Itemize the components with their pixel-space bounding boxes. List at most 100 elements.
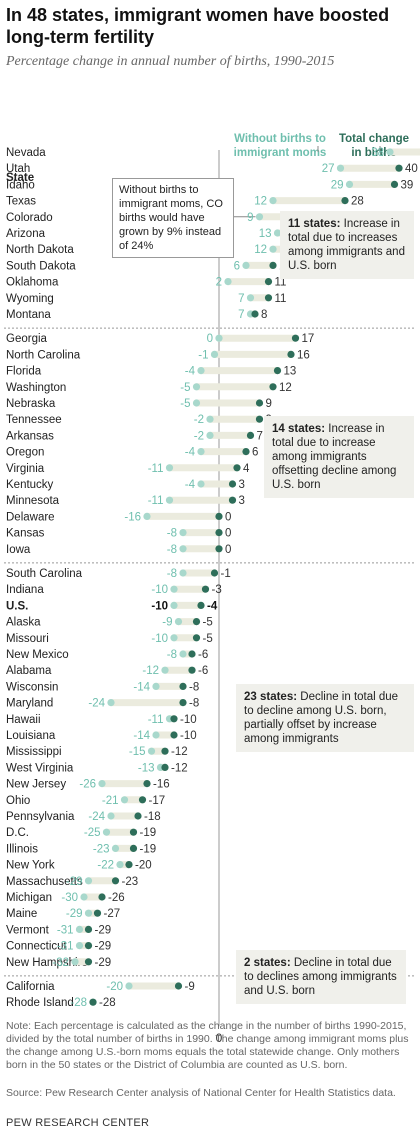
total-dot — [188, 666, 196, 674]
chart-title: In 48 states, immigrant women have boost… — [6, 5, 390, 47]
chart-subtitle: Percentage change in annual number of bi… — [6, 54, 335, 69]
without-value-label: -13 — [138, 762, 155, 774]
without-value-label: -16 — [124, 511, 141, 523]
state-label: Florida — [6, 366, 42, 378]
without-dot — [116, 861, 124, 869]
total-dot — [84, 958, 93, 966]
without-value-label: -10 — [151, 600, 168, 612]
group-note-3-bold: 23 states: — [244, 691, 298, 703]
state-label: California — [6, 981, 55, 993]
group-note-4-bold: 2 states: — [244, 957, 291, 969]
total-value-label: -8 — [189, 698, 199, 710]
state-column-header: State — [6, 172, 35, 184]
without-dot — [170, 601, 178, 610]
state-label: Oregon — [6, 447, 44, 459]
total-value-label: 3 — [239, 495, 245, 507]
state-label: Arkansas — [6, 430, 54, 442]
state-label: Vermont — [6, 924, 50, 936]
total-value-label: -28 — [99, 997, 116, 1009]
total-value-label: 9 — [266, 398, 272, 410]
state-label: Kansas — [6, 528, 45, 540]
group-note-2: 14 states: Increase in total due to incr… — [264, 416, 414, 498]
state-label: Pennsylvania — [6, 811, 75, 823]
state-label: Minnesota — [6, 495, 60, 507]
total-value-label: -5 — [203, 617, 213, 629]
without-dot — [197, 367, 205, 375]
total-dot — [291, 334, 300, 342]
without-dot — [269, 245, 277, 253]
total-dot — [273, 367, 282, 375]
total-value-label: 8 — [261, 309, 267, 321]
without-value-label: -11 — [148, 495, 164, 507]
state-label: Missouri — [6, 633, 49, 645]
state-label: West Virginia — [6, 762, 74, 774]
total-dot — [161, 747, 169, 755]
without-dot — [75, 942, 84, 950]
without-value-label: 12 — [254, 196, 267, 208]
without-dot — [165, 464, 174, 472]
total-value-label: -10 — [180, 730, 197, 742]
without-dot — [210, 350, 219, 358]
total-dot — [269, 261, 277, 269]
footnote: Note: Each percentage is calculated as t… — [6, 1020, 409, 1071]
total-dot — [197, 601, 205, 610]
state-label: North Carolina — [6, 349, 81, 361]
without-dot — [98, 780, 106, 788]
total-dot — [170, 731, 178, 739]
total-dot — [188, 650, 196, 658]
without-value-label: -20 — [106, 981, 123, 993]
total-value-label: -29 — [95, 924, 112, 936]
total-dot — [251, 310, 259, 318]
total-dot — [192, 618, 201, 626]
total-value-label: 11 — [275, 277, 287, 289]
total-value-label: -8 — [189, 681, 199, 693]
total-value-label: 7 — [257, 430, 263, 442]
total-dot — [143, 780, 151, 788]
state-label: Arizona — [6, 228, 46, 240]
total-dot — [215, 529, 223, 537]
total-dot — [201, 585, 210, 593]
without-value-label: -14 — [133, 681, 150, 693]
total-dot — [228, 496, 237, 504]
total-dot — [395, 164, 403, 172]
state-label: New Hampshire — [6, 957, 88, 969]
state-label: Utah — [6, 163, 30, 175]
state-label: Delaware — [6, 511, 55, 523]
without-value-label: -1 — [198, 349, 208, 361]
without-value-label: -8 — [167, 649, 177, 661]
without-dot — [71, 958, 79, 966]
without-dot — [84, 909, 93, 917]
without-dot — [120, 796, 129, 804]
without-dot — [179, 545, 187, 553]
without-dot — [269, 197, 277, 205]
without-dot — [107, 812, 115, 820]
total-dot — [84, 942, 93, 950]
total-dot — [246, 431, 255, 439]
state-label: Virginia — [6, 463, 45, 475]
group-note-1-text: Increase in total due to increases among… — [288, 218, 405, 272]
without-dot — [224, 278, 232, 286]
total-value-label: -19 — [140, 827, 157, 839]
state-label: U.S. — [6, 600, 28, 612]
state-label: Kentucky — [6, 479, 54, 491]
state-label: Maryland — [6, 698, 53, 710]
state-label: Tennessee — [6, 414, 62, 426]
group-note-3-text: Decline in total due to decline among U.… — [244, 691, 399, 745]
without-dot — [147, 747, 156, 755]
state-label: New Jersey — [6, 779, 66, 791]
without-dot — [111, 844, 120, 853]
without-dot — [179, 650, 187, 658]
state-label: Alaska — [6, 617, 41, 629]
total-value-label: 13 — [284, 366, 297, 378]
without-value-label: -4 — [185, 447, 196, 459]
without-value-label: -30 — [61, 892, 78, 904]
total-value-label: 0 — [225, 511, 231, 523]
total-value-label: 11 — [275, 293, 287, 305]
without-value-label: -31 — [57, 924, 74, 936]
total-dot — [174, 982, 183, 990]
total-value-label: -16 — [153, 779, 170, 791]
without-dot — [386, 148, 394, 156]
without-value-label: -11 — [148, 714, 164, 726]
total-dot — [233, 464, 241, 472]
without-value-label: -28 — [70, 997, 87, 1009]
